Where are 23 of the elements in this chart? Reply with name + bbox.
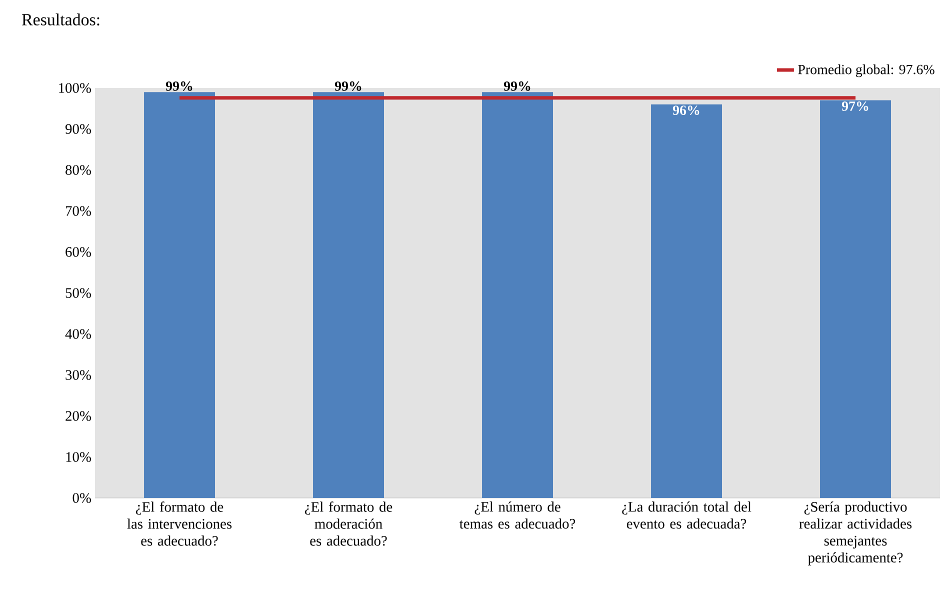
y-tick-label: 20% [66,411,92,421]
y-tick-label: 100% [59,83,92,93]
y-tick-label: 40% [65,329,92,339]
y-tick-label: 90% [65,124,92,134]
data-label: 99% [504,81,530,91]
data-label: 96% [672,106,700,116]
x-tick-label: ¿El número de temas es adecuado? [459,502,576,529]
data-label: 99% [334,81,362,91]
y-tick-label: 50% [66,288,92,298]
x-tick-label: ¿La duración total del evento es adecuada? [622,502,752,529]
y-tick-label: 80% [66,165,92,175]
data-label: 99% [166,81,192,91]
data-label: 97% [842,101,868,111]
y-tick-label: 70% [66,206,92,216]
x-tick-label: ¿Sería productivo realizar actividades semejantes periódicamente? [799,502,912,566]
y-tick-label: 60% [66,247,92,257]
y-tick-label: 10% [66,452,92,462]
legend-label: Promedio global: 97.6% [798,64,934,78]
chart-title: Resultados: [22,14,100,26]
x-tick-label: ¿El formato de las intervenciones es adecuado? [127,502,232,546]
y-tick-label: 0% [72,493,92,503]
y-tick-label: 30% [66,370,92,380]
x-tick-label: ¿El formato de moderación es adecuado? [304,502,392,546]
